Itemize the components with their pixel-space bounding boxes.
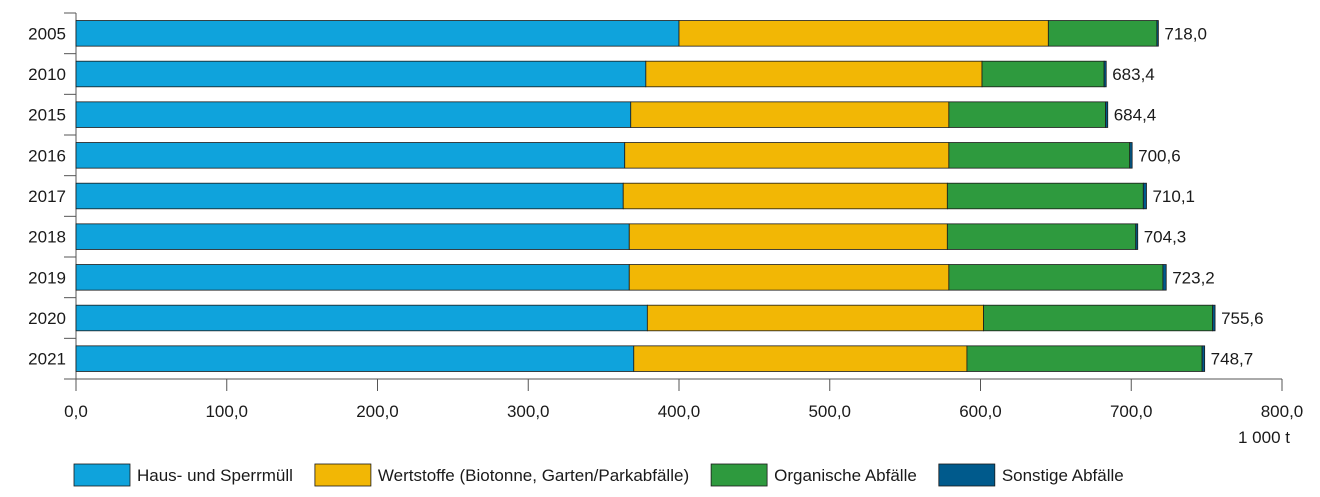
bar-segment-organische-abf-lle [1047, 20, 1158, 47]
total-value-label: 723,2 [1172, 268, 1215, 287]
category-label: 2010 [28, 65, 66, 84]
bar-segment-organische-abf-lle [948, 264, 1164, 291]
bar-segment-wertstoffe-biotonne-garten-parkabf-lle- [645, 60, 983, 88]
bar-segment-organische-abf-lle [981, 60, 1105, 88]
bar-segment-wertstoffe-biotonne-garten-parkabf-lle- [646, 304, 984, 332]
total-value-label: 748,7 [1211, 350, 1254, 369]
category-label: 2017 [28, 187, 66, 206]
x-tick-label: 200,0 [356, 402, 399, 421]
bar-segment-sonstige-abf-lle [1212, 304, 1216, 332]
legend-swatch [710, 463, 768, 487]
bar-segment-haus-und-sperrm-ll [75, 182, 624, 210]
bar-segment-wertstoffe-biotonne-garten-parkabf-lle- [628, 264, 950, 291]
bar-segment-haus-und-sperrm-ll [75, 142, 626, 169]
x-tick-label: 400,0 [658, 402, 701, 421]
x-tick-label: 300,0 [507, 402, 550, 421]
bar-segment-sonstige-abf-lle [1156, 20, 1159, 47]
total-value-label: 684,4 [1114, 106, 1157, 125]
legend-label: Haus- und Sperrmüll [137, 466, 293, 485]
category-label: 2018 [28, 228, 66, 247]
category-label: 2020 [28, 309, 66, 328]
bar-segment-organische-abf-lle [948, 142, 1131, 169]
bar-segment-haus-und-sperrm-ll [75, 20, 680, 47]
total-value-label: 700,6 [1138, 146, 1181, 165]
labels: 2005 718,0 2010 683,4 2015 684,4 2016 700,6 2017… [28, 24, 1263, 368]
axes: 0,0 100,0 200,0 300,0 400,0 500,0 600,0 700,0 80… [64, 12, 1304, 421]
x-tick-label: 100,0 [205, 402, 248, 421]
category-label: 2021 [28, 350, 66, 369]
category-label: 2019 [28, 268, 66, 287]
bar-segment-haus-und-sperrm-ll [75, 264, 630, 291]
x-tick-label: 0,0 [64, 402, 88, 421]
category-label: 2016 [28, 146, 66, 165]
bar-segment-sonstige-abf-lle [1135, 223, 1139, 250]
category-label: 2005 [28, 24, 66, 43]
x-tick-label: 600,0 [959, 402, 1002, 421]
category-label: 2015 [28, 106, 66, 125]
bar-segment-sonstige-abf-lle [1103, 60, 1107, 88]
legend-label: Wertstoffe (Biotonne, Garten/Parkabfälle… [378, 466, 689, 485]
bar-segment-wertstoffe-biotonne-garten-parkabf-lle- [678, 20, 1049, 47]
legend-swatch [73, 463, 131, 487]
total-value-label: 683,4 [1112, 65, 1155, 84]
bar-segment-sonstige-abf-lle [1142, 182, 1147, 210]
bar-segment-sonstige-abf-lle [1105, 101, 1109, 128]
total-value-label: 755,6 [1221, 309, 1264, 328]
legend-label: Organische Abfälle [774, 466, 917, 485]
bar-segment-wertstoffe-biotonne-garten-parkabf-lle- [628, 223, 948, 250]
bar-segment-haus-und-sperrm-ll [75, 60, 647, 88]
bar-segment-wertstoffe-biotonne-garten-parkabf-lle- [633, 345, 968, 372]
legend-swatch [314, 463, 372, 487]
x-tick-label: 700,0 [1110, 402, 1153, 421]
bars [75, 20, 1216, 372]
x-axis-unit-label: 1 000 t [1238, 428, 1290, 447]
bar-segment-wertstoffe-biotonne-garten-parkabf-lle- [630, 101, 950, 128]
bar-segment-organische-abf-lle [983, 304, 1214, 332]
bar-segment-wertstoffe-biotonne-garten-parkabf-lle- [622, 182, 948, 210]
total-value-label: 718,0 [1164, 24, 1207, 43]
bar-segment-organische-abf-lle [966, 345, 1203, 372]
total-value-label: 710,1 [1152, 187, 1195, 206]
bar-segment-wertstoffe-biotonne-garten-parkabf-lle- [624, 142, 950, 169]
x-tick-label: 500,0 [808, 402, 851, 421]
bar-segment-organische-abf-lle [946, 182, 1144, 210]
bar-segment-haus-und-sperrm-ll [75, 101, 632, 128]
legend-swatch [938, 463, 996, 487]
legend: Haus- und Sperrmüll Wertstoffe (Biotonne,… [73, 463, 1124, 487]
bar-segment-haus-und-sperrm-ll [75, 304, 648, 332]
legend-label: Sonstige Abfälle [1002, 466, 1124, 485]
bar-segment-haus-und-sperrm-ll [75, 345, 635, 372]
bar-segment-sonstige-abf-lle [1162, 264, 1167, 291]
x-tick-label: 800,0 [1261, 402, 1304, 421]
bar-segment-sonstige-abf-lle [1129, 142, 1133, 169]
total-value-label: 704,3 [1144, 228, 1187, 247]
bar-segment-sonstige-abf-lle [1201, 345, 1206, 372]
bar-segment-organische-abf-lle [946, 223, 1137, 250]
bar-segment-haus-und-sperrm-ll [75, 223, 630, 250]
bar-segment-organische-abf-lle [948, 101, 1107, 128]
